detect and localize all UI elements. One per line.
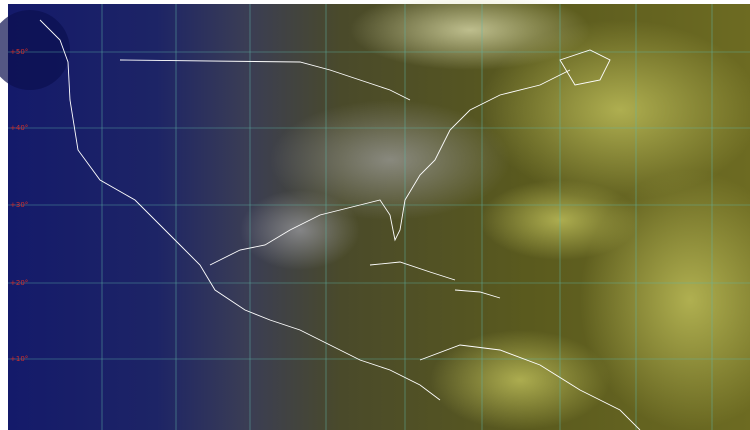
latitude-label: +20° — [10, 279, 28, 287]
latitude-label: +50° — [10, 48, 28, 56]
coastlines — [39, 19, 641, 430]
latitude-label: +10° — [10, 355, 28, 363]
latitude-label: +30° — [10, 201, 28, 209]
graticule — [8, 4, 750, 430]
latitude-labels: +50° +40° +30° +20° +10° — [10, 48, 28, 363]
latitude-label: +40° — [10, 124, 28, 132]
